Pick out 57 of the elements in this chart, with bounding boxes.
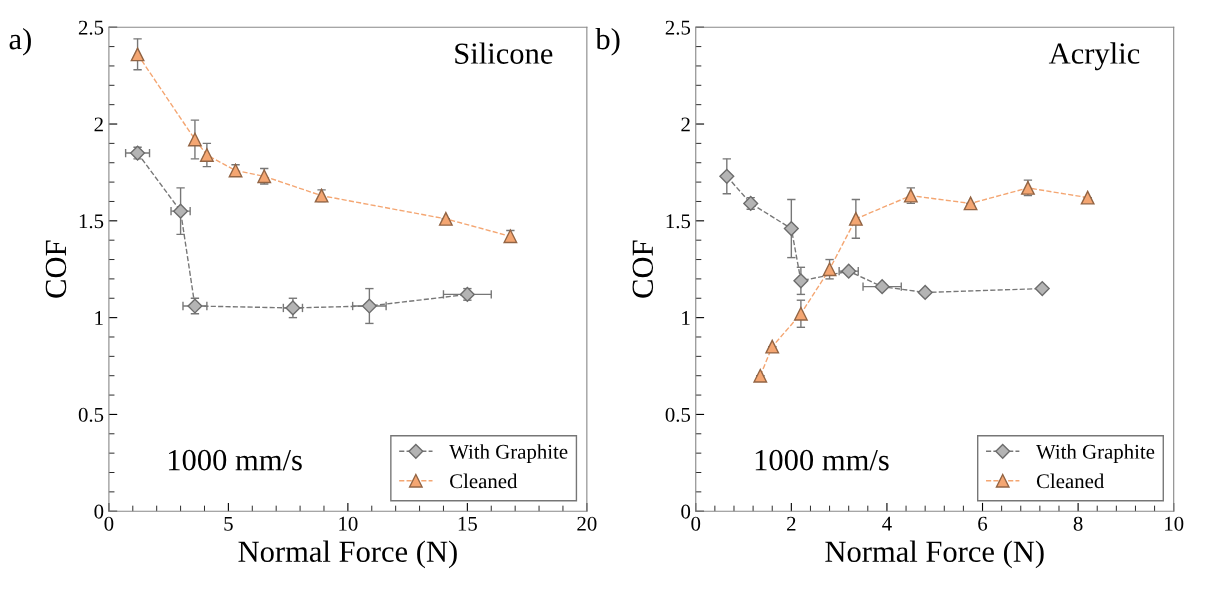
annotation: 1000 mm/s xyxy=(168,449,302,471)
legend-label: Cleaned xyxy=(450,473,518,489)
x-axis-title: Normal Force (N) xyxy=(238,540,457,569)
point xyxy=(1080,190,1095,205)
x-tick-label: 20 xyxy=(577,516,597,531)
point xyxy=(199,148,214,162)
x-tick-label: 10 xyxy=(339,516,358,531)
annotation: 1000 mm/s xyxy=(755,449,889,471)
x-tick-label: 5 xyxy=(224,516,233,531)
point xyxy=(438,211,453,226)
legend-label: With Graphite xyxy=(449,444,568,464)
point xyxy=(848,211,863,226)
y-tick-label: 2.5 xyxy=(665,20,691,35)
y-tick-label: 0.5 xyxy=(78,407,104,422)
point xyxy=(793,273,809,289)
point xyxy=(783,220,799,237)
x-tick-label: 6 xyxy=(978,516,988,531)
point xyxy=(822,262,837,277)
annotation: Acrylic xyxy=(1048,42,1140,71)
y-tick-label: 1.5 xyxy=(666,214,691,229)
x-tick-label: 2 xyxy=(787,516,796,531)
point xyxy=(361,298,377,314)
y-axis-title: COF xyxy=(45,240,67,298)
point xyxy=(793,306,808,321)
point xyxy=(228,163,243,178)
y-tick-label: 0 xyxy=(681,504,691,519)
point xyxy=(874,279,890,295)
legend-label: With Graphite xyxy=(1036,444,1155,464)
y-tick-label: 1.5 xyxy=(79,214,104,229)
x-tick-label: 15 xyxy=(458,516,477,531)
x-tick-label: 0 xyxy=(104,516,114,531)
y-tick-label: 0 xyxy=(94,504,104,519)
x-tick-label: 8 xyxy=(1073,516,1083,531)
text: b) xyxy=(595,27,620,56)
point xyxy=(963,196,978,211)
x-tick-label: 4 xyxy=(882,516,892,531)
x-axis-title: Normal Force (N) xyxy=(825,540,1044,569)
point xyxy=(765,339,780,354)
point xyxy=(187,132,202,147)
legend-label: Cleaned xyxy=(1036,473,1105,489)
point xyxy=(503,229,518,244)
annotation: Silicone xyxy=(455,42,553,64)
y-tick-label: 2.5 xyxy=(78,20,104,35)
point xyxy=(1034,281,1050,297)
point xyxy=(917,284,933,301)
point xyxy=(130,47,145,62)
x-tick-label: 0 xyxy=(691,516,701,531)
y-tick-label: 2 xyxy=(681,117,690,132)
y-axis-title: COF xyxy=(632,240,654,298)
y-tick-label: 0.5 xyxy=(665,407,691,422)
point xyxy=(753,368,768,383)
point xyxy=(719,168,735,184)
text: a) xyxy=(9,27,31,56)
y-tick-label: 1 xyxy=(682,311,690,325)
y-tick-label: 1 xyxy=(95,311,103,325)
y-tick-label: 2 xyxy=(94,117,103,132)
x-tick-label: 10 xyxy=(1165,516,1184,531)
